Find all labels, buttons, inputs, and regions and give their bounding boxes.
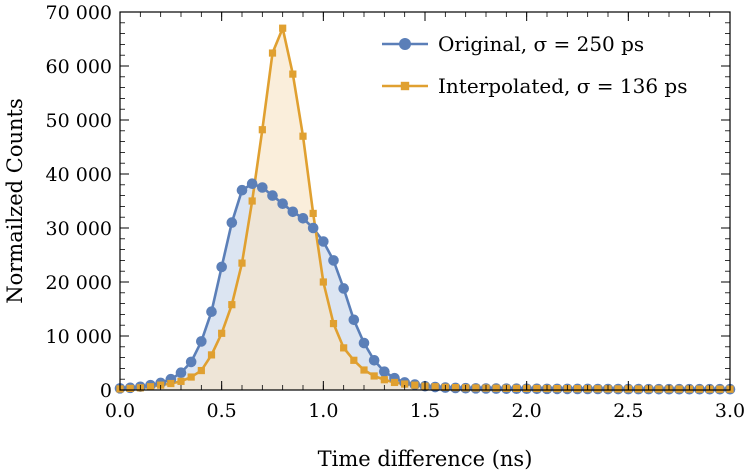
- series-1-point: [594, 385, 602, 393]
- series-1-point: [207, 351, 216, 359]
- series-1-area: [120, 28, 730, 390]
- y-axis-ticks: 0 10 000 20 000 30 000 40 000 50 000 60 000 70 …: [46, 2, 730, 402]
- y-tick-label: 40 000: [46, 164, 112, 186]
- y-tick-label: 10 000: [46, 326, 112, 348]
- series-0-point: [226, 217, 238, 228]
- x-tick-label: 2.5: [613, 400, 643, 422]
- series-1-point: [350, 356, 358, 364]
- series-0-point: [236, 184, 248, 196]
- series-0-point: [348, 314, 360, 326]
- series-1-point: [167, 379, 175, 388]
- series-0-point: [257, 182, 268, 193]
- series-1-point: [146, 383, 155, 391]
- series-0-point: [267, 190, 278, 201]
- x-axis-title: Time difference (ns): [318, 447, 533, 471]
- x-tick-label: 1.5: [410, 400, 440, 422]
- series-1-point: [187, 373, 195, 381]
- series-0-point: [246, 178, 258, 190]
- x-tick-label: 0.5: [207, 400, 237, 422]
- x-tick-label: 3.0: [715, 400, 745, 422]
- series-fills: [120, 28, 730, 390]
- y-tick-label: 70 000: [46, 2, 112, 24]
- series-1-point: [197, 366, 205, 375]
- series-1-point: [716, 385, 724, 393]
- series-1-point: [431, 383, 439, 391]
- series-1-point: [309, 209, 317, 218]
- series-0-point: [216, 261, 227, 273]
- series-1-point: [390, 378, 399, 387]
- x-tick-label: 2.0: [512, 400, 542, 422]
- series-1-point: [553, 384, 561, 393]
- series-1-point: [614, 385, 622, 393]
- legend-label-1: Interpolated, σ = 136 ps: [438, 74, 688, 98]
- series-1-point: [299, 132, 307, 140]
- x-tick-label: 1.0: [308, 400, 338, 422]
- series-0-point: [297, 212, 309, 224]
- series-1-point: [634, 385, 643, 393]
- series-0-point: [287, 206, 299, 218]
- series-1-point: [360, 366, 368, 374]
- y-tick-label: 30 000: [46, 218, 112, 240]
- series-1-point: [228, 301, 236, 309]
- series-1-point: [329, 319, 338, 328]
- series-0-point: [277, 198, 288, 209]
- series-0-point: [368, 355, 380, 366]
- series-1-point: [268, 49, 277, 57]
- series-1-point: [533, 384, 541, 393]
- y-tick-label: 50 000: [46, 110, 112, 132]
- y-tick-label: 20 000: [46, 272, 112, 294]
- series-0-point: [206, 306, 217, 318]
- series-0-point: [175, 367, 187, 379]
- series-1-point: [370, 372, 378, 380]
- y-axis-title: Normailzed Counts: [3, 98, 27, 304]
- series-1-point: [411, 381, 419, 389]
- series-0-point: [338, 283, 349, 294]
- legend: Original, σ = 250 ps Interpolated, σ = 13…: [382, 32, 688, 98]
- series-1-point: [573, 385, 582, 393]
- series-1-point: [279, 24, 287, 32]
- series-1-point: [258, 126, 266, 134]
- x-axis-ticks: 0.0 0.5 1.0 1.5 2.0 2.5 3.0: [105, 12, 745, 422]
- x-tick-label: 0.0: [105, 400, 135, 422]
- series-1-point: [655, 385, 663, 393]
- series-0-point: [318, 236, 329, 247]
- series-1-point: [248, 197, 256, 205]
- series-1-point: [675, 385, 683, 393]
- series-1-point: [238, 259, 246, 267]
- series-1-point: [451, 383, 460, 392]
- y-tick-label: 60 000: [46, 56, 112, 78]
- legend-marker-0: [399, 38, 411, 50]
- series-1-point: [319, 278, 327, 286]
- series-0-point: [307, 222, 319, 234]
- series-1-point: [401, 380, 409, 388]
- series-0-point: [328, 255, 339, 266]
- series-1-point: [126, 384, 134, 392]
- legend-label-0: Original, σ = 250 ps: [438, 32, 644, 56]
- series-1-point: [492, 384, 500, 392]
- series-1-point: [695, 385, 704, 393]
- y-tick-label: 0: [100, 380, 112, 402]
- legend-marker-1: [400, 81, 410, 91]
- series-0-point: [379, 366, 390, 377]
- series-0-point: [185, 356, 197, 368]
- series-1-point: [218, 329, 226, 337]
- series-1-point: [512, 384, 521, 392]
- series-0-point: [358, 337, 370, 349]
- series-1-point: [340, 344, 348, 352]
- series-1-point: [177, 377, 185, 385]
- series-1-point: [380, 376, 388, 384]
- series-1-point: [289, 70, 297, 78]
- series-1-point: [472, 384, 480, 392]
- series-0-point: [196, 336, 207, 347]
